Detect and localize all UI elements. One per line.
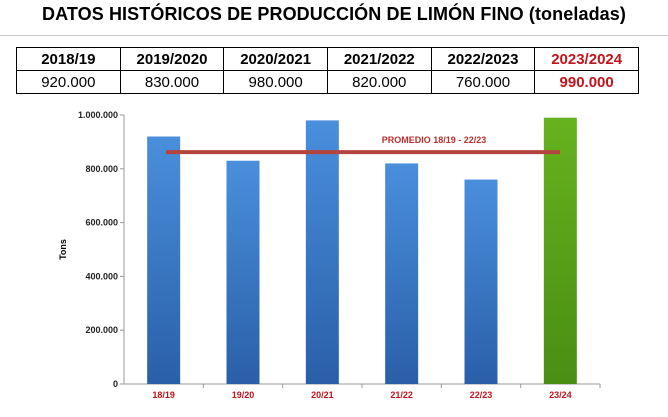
table-cell-highlight: 990.000	[534, 70, 639, 94]
production-table: 2018/19 2019/2020 2020/2021 2021/2022 20…	[16, 47, 639, 94]
y-axis-title: Tons	[58, 239, 68, 260]
table-header-cell: 2020/2021	[223, 47, 328, 71]
bar-chart-svg: PROMEDIO 18/19 - 22/23 0 200.000 400.000 60…	[58, 110, 601, 400]
y-tick-label: 600.000	[85, 218, 118, 228]
x-tick-label: 22/23	[470, 390, 493, 400]
bar	[226, 160, 260, 384]
bar	[464, 179, 498, 384]
table-cell: 760.000	[430, 70, 536, 94]
x-tick-label: 18/19	[152, 390, 175, 400]
table-cell: 820.000	[326, 70, 432, 94]
average-line-label: PROMEDIO 18/19 - 22/23	[382, 135, 487, 145]
y-tick-label: 0	[113, 379, 118, 389]
title-divider	[0, 35, 668, 36]
y-tick-label: 200.000	[85, 325, 118, 335]
production-chart: PROMEDIO 18/19 - 22/23 0 200.000 400.000 60…	[0, 100, 668, 417]
table-cell: 830.000	[119, 70, 225, 94]
bars	[147, 117, 577, 384]
table-header-cell: 2022/2023	[430, 47, 536, 71]
y-tick-label: 1.000.000	[78, 110, 118, 120]
reference-line-group: PROMEDIO 18/19 - 22/23	[166, 135, 560, 155]
x-tick-label: 19/20	[232, 390, 255, 400]
table-header-row: 2018/19 2019/2020 2020/2021 2021/2022 20…	[16, 47, 639, 71]
page-title: DATOS HISTÓRICOS DE PRODUCCIÓN DE LIMÓN …	[42, 4, 626, 24]
x-tick-label: 20/21	[311, 390, 334, 400]
table-cell: 980.000	[223, 70, 328, 94]
axes	[120, 114, 601, 388]
bar	[147, 136, 181, 384]
table-header-cell: 2019/2020	[119, 47, 225, 71]
table-header-cell: 2018/19	[16, 47, 121, 71]
table-header-cell-highlight: 2023/2024	[534, 47, 639, 71]
table-row: 920.000 830.000 980.000 820.000 760.000 …	[16, 70, 639, 94]
y-tick-label: 800.000	[85, 164, 118, 174]
bar-highlight	[543, 117, 577, 384]
table-header-cell: 2021/2022	[326, 47, 432, 71]
y-tick-label: 400.000	[85, 271, 118, 281]
x-tick-label: 21/22	[390, 390, 413, 400]
x-tick-label: 23/24	[549, 390, 572, 400]
bar	[385, 163, 419, 384]
table-cell: 920.000	[16, 70, 121, 94]
axis-labels: 0 200.000 400.000 600.000 800.000 1.000.000 To…	[58, 110, 572, 400]
bar	[305, 120, 339, 384]
